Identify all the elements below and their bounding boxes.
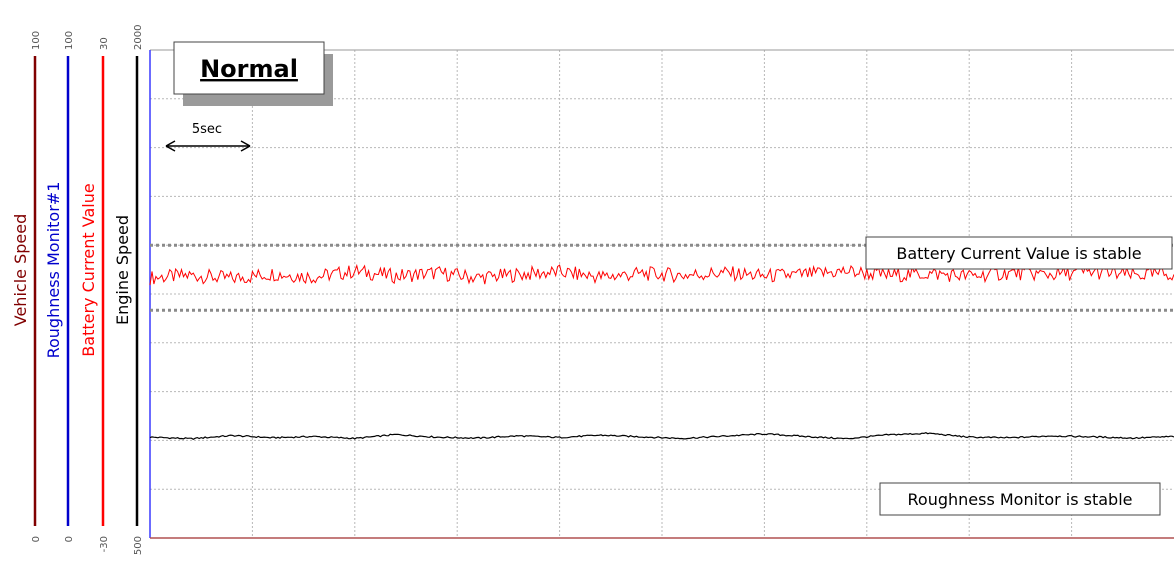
axis-max-roughness: 100: [64, 31, 75, 50]
roughness-note-text: Roughness Monitor is stable: [908, 490, 1133, 509]
roughness-note-box: [879, 482, 1161, 516]
series-line-battery_current: [149, 263, 1174, 286]
series-line-engine_speed: [149, 432, 1174, 440]
axis-max-vehicle_speed: 100: [31, 31, 42, 50]
axis-min-battery_current: -30: [99, 536, 110, 552]
axis-label-vehicle_speed: Vehicle Speed: [11, 214, 30, 326]
axis-min-vehicle_speed: 0: [31, 536, 42, 542]
time-marker-arrow-left: [165, 140, 176, 152]
battery-note-box: [865, 236, 1173, 270]
axis-max-battery_current: 30: [99, 37, 110, 50]
axis-label-engine_speed: Engine Speed: [113, 215, 132, 325]
axis-min-roughness: 0: [64, 536, 75, 542]
time-marker-label: 5sec: [192, 122, 222, 137]
axis-min-engine_speed: 500: [133, 536, 144, 555]
battery-note-text: Battery Current Value is stable: [896, 244, 1141, 263]
title-text: Normal: [200, 55, 298, 83]
axis-label-roughness: Roughness Monitor#1: [44, 182, 63, 359]
axis-max-engine_speed: 2000: [133, 25, 144, 50]
axis-label-battery_current: Battery Current Value: [79, 183, 98, 356]
time-marker-arrow-right: [240, 140, 251, 152]
title-box: [173, 41, 325, 95]
